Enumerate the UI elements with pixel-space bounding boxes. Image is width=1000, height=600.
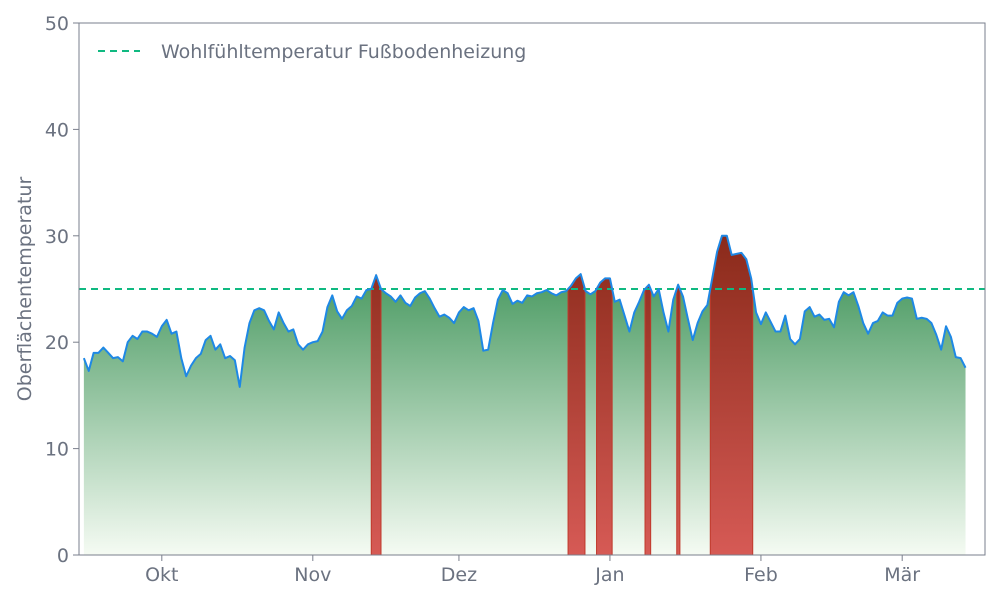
x-tick-label: Dez [441, 564, 477, 586]
y-tick-label: 50 [45, 13, 69, 35]
area-fill-above-threshold-0 [370, 273, 382, 556]
x-tick-label: Jan [594, 564, 624, 586]
plot-frame [78, 22, 986, 556]
y-tick-label: 20 [45, 332, 69, 354]
x-axis: Okt Nov Dez Jan Feb Mär [145, 555, 920, 586]
x-tick-label: Mär [884, 564, 920, 586]
y-axis-title: Oberflächentemperatur [14, 177, 36, 402]
x-tick-label: Nov [294, 564, 331, 586]
y-tick-label: 40 [45, 119, 69, 141]
legend: Wohlfühltemperatur Fußbodenheizung [98, 41, 526, 63]
area-fill-above-threshold-2 [596, 277, 613, 556]
area-fill-above-threshold-1 [567, 273, 586, 556]
area-fill-above-threshold-3 [644, 283, 652, 556]
y-tick-label: 10 [45, 439, 69, 461]
y-tick-label: 0 [57, 545, 69, 567]
series-line [82, 234, 967, 388]
x-tick-label: Okt [145, 564, 178, 586]
y-axis: 0 10 20 30 40 50 [45, 13, 79, 567]
legend-label-threshold: Wohlfühltemperatur Fußbodenheizung [161, 41, 526, 63]
area-fill-comfort [83, 235, 966, 556]
area-fill-above-threshold-5 [709, 235, 754, 556]
area-fill-above-threshold-4 [676, 283, 681, 556]
x-tick-label: Feb [744, 564, 778, 586]
y-tick-label: 30 [45, 226, 69, 248]
plot-area [79, 234, 985, 556]
